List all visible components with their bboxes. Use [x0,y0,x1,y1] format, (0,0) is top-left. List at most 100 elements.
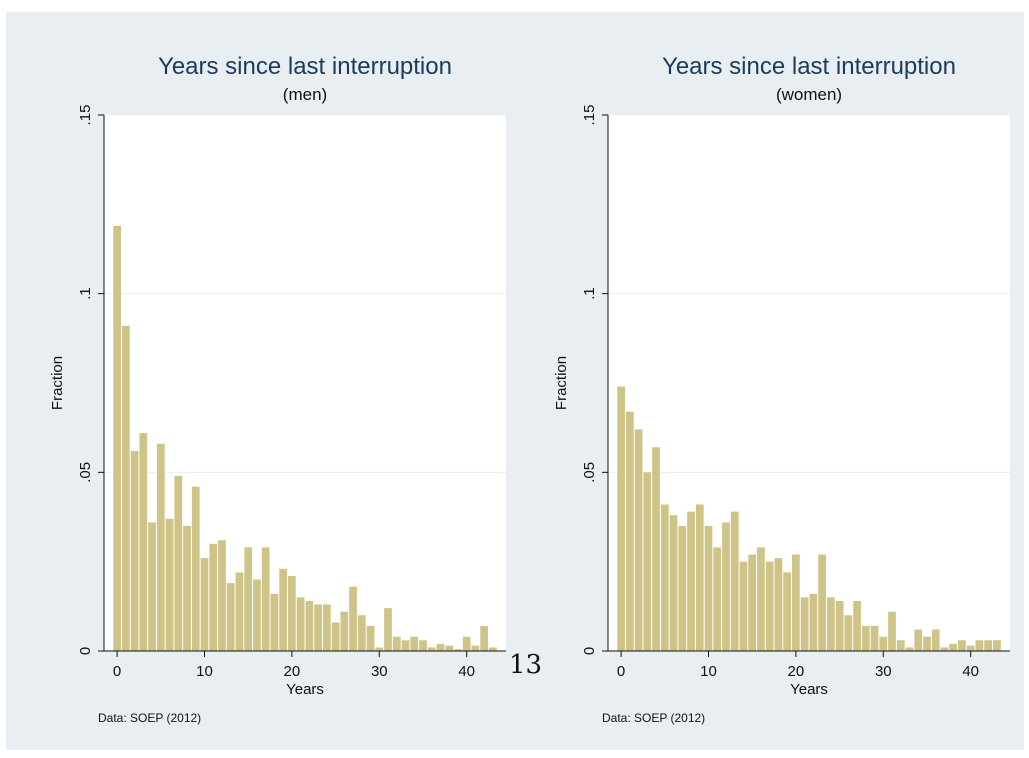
histogram-bar [826,597,835,651]
histogram-bar [958,640,966,651]
histogram-bar [914,629,923,651]
histogram-bar [818,554,826,651]
histogram-bar [322,604,331,651]
histogram-bar [270,593,279,651]
histogram-bar [165,518,174,651]
x-tick-label: 0 [113,663,121,680]
histogram-bar [975,640,984,651]
x-tick-label: 40 [458,663,475,680]
y-tick-label: .15 [581,105,598,126]
histogram-bar [366,625,375,651]
chart-subtitle: (men) [283,85,327,104]
histogram-bar [617,386,625,651]
histogram-bar [835,600,844,651]
histogram-bar [757,547,765,651]
histogram-bar [174,475,183,651]
histogram-bar [454,649,462,651]
histogram-bar [340,611,349,651]
histogram-bar [139,433,148,651]
histogram-bar [643,472,652,651]
histogram-bar [305,600,314,651]
histogram-bar [923,636,931,651]
x-axis-label: Years [790,681,828,698]
histogram-bar [774,558,783,651]
histogram-bar [652,447,660,651]
histogram-bar [704,525,713,651]
histogram-bar [148,522,156,651]
histogram-bar [314,604,322,651]
histogram-bar [156,443,165,651]
histogram-bar [870,625,879,651]
y-tick-label: .1 [77,287,94,300]
histogram-bar [392,636,401,651]
histogram-bar [244,547,253,651]
histogram-bar [113,225,121,652]
histogram-bar [730,511,739,651]
histogram-bar [949,643,958,651]
histogram-bar [844,615,853,651]
y-tick-label: 0 [77,647,94,655]
y-tick-label: .05 [581,462,598,483]
histogram-bar [748,554,757,651]
histogram-bar [279,568,288,651]
x-tick-label: 30 [875,663,892,680]
histogram-bar [261,547,270,651]
histogram-bar [471,645,480,651]
histogram-bar [288,575,296,651]
x-tick-label: 30 [371,663,388,680]
x-tick-label: 10 [700,663,717,680]
histogram-bar [722,522,730,651]
histogram-bar [765,561,774,651]
histogram-bar [739,561,748,651]
histogram-bar [357,615,366,651]
x-tick-label: 20 [284,663,301,680]
source-note: Data: SOEP (2012) [98,711,201,725]
y-tick-label: .15 [77,105,94,126]
histogram-bar [687,511,695,651]
histogram-bar [375,647,384,651]
y-tick-label: .1 [581,287,598,300]
histogram-bar [853,600,861,651]
chart-title: Years since last interruption [158,53,452,80]
histogram-bar [401,640,410,651]
histogram-bar [669,515,678,651]
histogram-bar [634,429,643,651]
x-tick-label: 20 [788,663,805,680]
histogram-bar [191,486,200,651]
histogram-bar [462,636,471,651]
y-tick-label: .05 [77,462,94,483]
x-tick-label: 0 [617,663,625,680]
histogram-bar [940,647,949,651]
histogram-bar [226,583,235,651]
histogram-bar [296,597,305,651]
histogram-bar [427,647,436,651]
histogram-bar [183,525,191,651]
source-note: Data: SOEP (2012) [602,711,705,725]
x-tick-label: 40 [962,663,979,680]
histogram-women: 0 .05 .1 .15 0 10 20 30 40 Years since last inter… [553,53,1010,725]
histogram-bar [235,572,244,651]
histogram-bar [931,629,940,651]
y-tick-label: 0 [581,647,598,655]
histogram-bar [861,625,870,651]
histogram-bar [121,325,130,651]
chart-subtitle: (women) [776,85,842,104]
histogram-bar [984,640,993,651]
histogram-bar [445,645,454,651]
chart-title: Years since last interruption [662,53,956,80]
histogram-men: 0 .05 .1 .15 0 10 20 30 40 Years since last inter… [49,53,506,725]
histogram-bar [660,504,669,651]
histogram-bar [695,504,704,651]
histogram-bar [331,622,340,651]
y-axis-label: Fraction [553,356,570,410]
histogram-bar [713,547,722,651]
histogram-bar [218,540,226,651]
histogram-bar [993,640,1001,651]
histogram-bar [966,645,975,651]
histogram-bar [625,411,634,651]
histogram-bar [489,647,497,651]
histogram-bar [209,543,218,651]
histogram-bar [800,597,809,651]
histogram-bar [384,608,392,651]
histogram-bar [410,636,419,651]
